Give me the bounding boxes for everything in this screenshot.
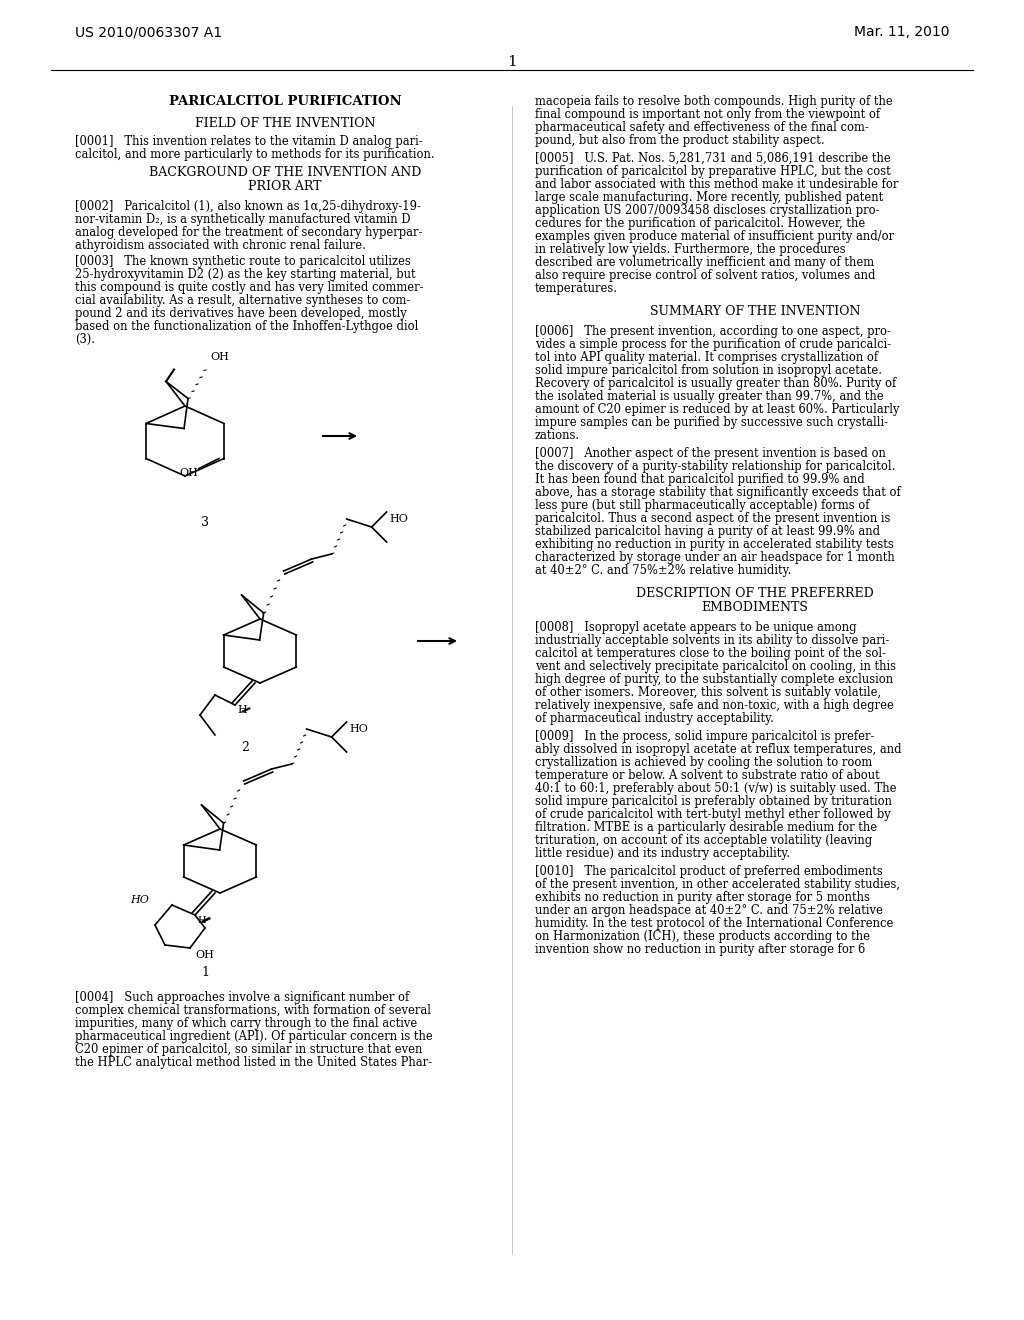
Text: application US 2007/0093458 discloses crystallization pro-: application US 2007/0093458 discloses cr… [535, 205, 880, 216]
Text: tol into API quality material. It comprises crystallization of: tol into API quality material. It compri… [535, 351, 879, 364]
Text: 3: 3 [201, 516, 209, 529]
Text: impure samples can be purified by successive such crystalli-: impure samples can be purified by succes… [535, 416, 888, 429]
Text: [0004]   Such approaches involve a significant number of: [0004] Such approaches involve a signifi… [75, 991, 410, 1005]
Text: humidity. In the test protocol of the International Conference: humidity. In the test protocol of the In… [535, 917, 893, 931]
Text: characterized by storage under an air headspace for 1 month: characterized by storage under an air he… [535, 550, 895, 564]
Text: [0008]   Isopropyl acetate appears to be unique among: [0008] Isopropyl acetate appears to be u… [535, 620, 857, 634]
Text: the isolated material is usually greater than 99.7%, and the: the isolated material is usually greater… [535, 389, 884, 403]
Text: pound 2 and its derivatives have been developed, mostly: pound 2 and its derivatives have been de… [75, 308, 407, 319]
Text: [0001]   This invention relates to the vitamin D analog pari-: [0001] This invention relates to the vit… [75, 135, 423, 148]
Text: amount of C20 epimer is reduced by at least 60%. Particularly: amount of C20 epimer is reduced by at le… [535, 403, 899, 416]
Text: EMBODIMENTS: EMBODIMENTS [701, 601, 808, 614]
Text: and labor associated with this method make it undesirable for: and labor associated with this method ma… [535, 178, 898, 191]
Text: the discovery of a purity-stability relationship for paricalcitol.: the discovery of a purity-stability rela… [535, 459, 895, 473]
Text: 1: 1 [507, 55, 517, 69]
Text: examples given produce material of insufficient purity and/or: examples given produce material of insuf… [535, 230, 894, 243]
Text: impurities, many of which carry through to the final active: impurities, many of which carry through … [75, 1016, 417, 1030]
Text: industrially acceptable solvents in its ability to dissolve pari-: industrially acceptable solvents in its … [535, 634, 889, 647]
Text: calcitol, and more particularly to methods for its purification.: calcitol, and more particularly to metho… [75, 148, 434, 161]
Text: [0005]   U.S. Pat. Nos. 5,281,731 and 5,086,191 describe the: [0005] U.S. Pat. Nos. 5,281,731 and 5,08… [535, 152, 891, 165]
Text: high degree of purity, to the substantially complete exclusion: high degree of purity, to the substantia… [535, 673, 893, 686]
Text: 1: 1 [201, 966, 209, 979]
Text: less pure (but still pharmaceutically acceptable) forms of: less pure (but still pharmaceutically ac… [535, 499, 869, 512]
Text: Recovery of paricalcitol is usually greater than 80%. Purity of: Recovery of paricalcitol is usually grea… [535, 378, 896, 389]
Text: FIELD OF THE INVENTION: FIELD OF THE INVENTION [195, 117, 375, 129]
Text: based on the functionalization of the Inhoffen-Lythgoe diol: based on the functionalization of the In… [75, 319, 419, 333]
Text: vides a simple process for the purification of crude paricalci-: vides a simple process for the purificat… [535, 338, 891, 351]
Text: 40:1 to 60:1, preferably about 50:1 (v/w) is suitably used. The: 40:1 to 60:1, preferably about 50:1 (v/w… [535, 781, 896, 795]
Text: US 2010/0063307 A1: US 2010/0063307 A1 [75, 25, 222, 40]
Text: HO: HO [389, 513, 409, 524]
Text: [0003]   The known synthetic route to paricalcitol utilizes: [0003] The known synthetic route to pari… [75, 255, 411, 268]
Text: athyroidism associated with chronic renal failure.: athyroidism associated with chronic rena… [75, 239, 366, 252]
Text: HO: HO [349, 723, 369, 734]
Text: invention show no reduction in purity after storage for 6: invention show no reduction in purity af… [535, 942, 865, 956]
Text: It has been found that paricalcitol purified to 99.9% and: It has been found that paricalcitol puri… [535, 473, 864, 486]
Text: OH: OH [179, 469, 198, 479]
Text: large scale manufacturing. More recently, published patent: large scale manufacturing. More recently… [535, 191, 884, 205]
Text: (3).: (3). [75, 333, 95, 346]
Text: [0007]   Another aspect of the present invention is based on: [0007] Another aspect of the present inv… [535, 447, 886, 459]
Text: pound, but also from the product stability aspect.: pound, but also from the product stabili… [535, 135, 824, 147]
Text: HO: HO [130, 895, 148, 906]
Text: little residue) and its industry acceptability.: little residue) and its industry accepta… [535, 847, 791, 861]
Text: solid impure paricalcitol from solution in isopropyl acetate.: solid impure paricalcitol from solution … [535, 364, 882, 378]
Text: this compound is quite costly and has very limited commer-: this compound is quite costly and has ve… [75, 281, 424, 294]
Text: of crude paricalcitol with tert-butyl methyl ether followed by: of crude paricalcitol with tert-butyl me… [535, 808, 891, 821]
Text: of pharmaceutical industry acceptability.: of pharmaceutical industry acceptability… [535, 711, 774, 725]
Text: H: H [198, 916, 206, 925]
Text: exhibiting no reduction in purity in accelerated stability tests: exhibiting no reduction in purity in acc… [535, 539, 894, 550]
Text: paricalcitol. Thus a second aspect of the present invention is: paricalcitol. Thus a second aspect of th… [535, 512, 891, 525]
Text: calcitol at temperatures close to the boiling point of the sol-: calcitol at temperatures close to the bo… [535, 647, 886, 660]
Text: C20 epimer of paricalcitol, so similar in structure that even: C20 epimer of paricalcitol, so similar i… [75, 1043, 422, 1056]
Text: BACKGROUND OF THE INVENTION AND: BACKGROUND OF THE INVENTION AND [148, 166, 421, 180]
Text: macopeia fails to resolve both compounds. High purity of the: macopeia fails to resolve both compounds… [535, 95, 893, 108]
Text: 25-hydroxyvitamin D2 (2) as the key starting material, but: 25-hydroxyvitamin D2 (2) as the key star… [75, 268, 416, 281]
Text: purification of paricalcitol by preparative HPLC, but the cost: purification of paricalcitol by preparat… [535, 165, 891, 178]
Text: relatively inexpensive, safe and non-toxic, with a high degree: relatively inexpensive, safe and non-tox… [535, 700, 894, 711]
Text: PRIOR ART: PRIOR ART [248, 180, 322, 193]
Text: [0009]   In the process, solid impure paricalcitol is prefer-: [0009] In the process, solid impure pari… [535, 730, 874, 743]
Text: nor-vitamin D₂, is a synthetically manufactured vitamin D: nor-vitamin D₂, is a synthetically manuf… [75, 213, 411, 226]
Text: temperature or below. A solvent to substrate ratio of about: temperature or below. A solvent to subst… [535, 770, 880, 781]
Text: filtration. MTBE is a particularly desirable medium for the: filtration. MTBE is a particularly desir… [535, 821, 878, 834]
Text: cial availability. As a result, alternative syntheses to com-: cial availability. As a result, alternat… [75, 294, 411, 308]
Text: under an argon headspace at 40±2° C. and 75±2% relative: under an argon headspace at 40±2° C. and… [535, 904, 883, 917]
Text: above, has a storage stability that significantly exceeds that of: above, has a storage stability that sign… [535, 486, 901, 499]
Text: [0006]   The present invention, according to one aspect, pro-: [0006] The present invention, according … [535, 325, 891, 338]
Text: OH: OH [195, 950, 214, 960]
Text: crystallization is achieved by cooling the solution to room: crystallization is achieved by cooling t… [535, 756, 872, 770]
Text: OH: OH [210, 352, 229, 363]
Text: temperatures.: temperatures. [535, 282, 618, 294]
Text: in relatively low yields. Furthermore, the procedures: in relatively low yields. Furthermore, t… [535, 243, 846, 256]
Text: ably dissolved in isopropyl acetate at reflux temperatures, and: ably dissolved in isopropyl acetate at r… [535, 743, 901, 756]
Text: vent and selectively precipitate paricalcitol on cooling, in this: vent and selectively precipitate parical… [535, 660, 896, 673]
Text: Mar. 11, 2010: Mar. 11, 2010 [854, 25, 950, 40]
Text: on Harmonization (ICH), these products according to the: on Harmonization (ICH), these products a… [535, 931, 870, 942]
Text: complex chemical transformations, with formation of several: complex chemical transformations, with f… [75, 1005, 431, 1016]
Text: described are volumetrically inefficient and many of them: described are volumetrically inefficient… [535, 256, 874, 269]
Text: pharmaceutical safety and effectiveness of the final com-: pharmaceutical safety and effectiveness … [535, 121, 868, 135]
Text: of other isomers. Moreover, this solvent is suitably volatile,: of other isomers. Moreover, this solvent… [535, 686, 881, 700]
Text: [0002]   Paricalcitol (1), also known as 1α,25-dihydroxy-19-: [0002] Paricalcitol (1), also known as 1… [75, 201, 421, 213]
Text: also require precise control of solvent ratios, volumes and: also require precise control of solvent … [535, 269, 876, 282]
Text: trituration, on account of its acceptable volatility (leaving: trituration, on account of its acceptabl… [535, 834, 872, 847]
Text: of the present invention, in other accelerated stability studies,: of the present invention, in other accel… [535, 878, 900, 891]
Text: exhibits no reduction in purity after storage for 5 months: exhibits no reduction in purity after st… [535, 891, 869, 904]
Text: 2: 2 [241, 741, 249, 754]
Text: zations.: zations. [535, 429, 581, 442]
Text: [0010]   The paricalcitol product of preferred embodiments: [0010] The paricalcitol product of prefe… [535, 865, 883, 878]
Text: DESCRIPTION OF THE PREFERRED: DESCRIPTION OF THE PREFERRED [636, 587, 873, 601]
Text: at 40±2° C. and 75%±2% relative humidity.: at 40±2° C. and 75%±2% relative humidity… [535, 564, 792, 577]
Text: solid impure paricalcitol is preferably obtained by trituration: solid impure paricalcitol is preferably … [535, 795, 892, 808]
Text: PARICALCITOL PURIFICATION: PARICALCITOL PURIFICATION [169, 95, 401, 108]
Text: final compound is important not only from the viewpoint of: final compound is important not only fro… [535, 108, 880, 121]
Text: cedures for the purification of paricalcitol. However, the: cedures for the purification of paricalc… [535, 216, 865, 230]
Text: SUMMARY OF THE INVENTION: SUMMARY OF THE INVENTION [650, 305, 860, 318]
Text: H: H [238, 705, 247, 715]
Text: stabilized paricalcitol having a purity of at least 99.9% and: stabilized paricalcitol having a purity … [535, 525, 880, 539]
Text: analog developed for the treatment of secondary hyperpar-: analog developed for the treatment of se… [75, 226, 422, 239]
Text: pharmaceutical ingredient (API). Of particular concern is the: pharmaceutical ingredient (API). Of part… [75, 1030, 433, 1043]
Text: the HPLC analytical method listed in the United States Phar-: the HPLC analytical method listed in the… [75, 1056, 432, 1069]
